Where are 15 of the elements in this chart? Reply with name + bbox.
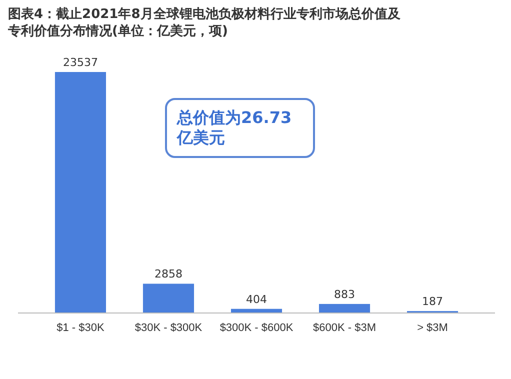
bar	[142, 284, 194, 313]
data-label: 2858	[154, 268, 182, 281]
data-label: 883	[334, 288, 356, 301]
bar	[318, 304, 370, 313]
annotation: 总价值为26.73亿美元	[165, 98, 315, 158]
data-label: 23537	[62, 56, 98, 69]
chart-title: 图表4：截止2021年8月全球锂电池负极材料行业专利市场总价值及专利价值分布情况(单位：亿美元，项)	[8, 6, 402, 40]
bar	[54, 72, 106, 313]
x-tick-label: > $3M	[417, 322, 448, 334]
x-tick-label: $30K - $300K	[134, 322, 203, 334]
data-label: 187	[422, 295, 444, 308]
x-tick-label: $600K - $3M	[313, 322, 376, 334]
data-label: 404	[246, 292, 267, 306]
x-tick-label: $1 - $30K	[56, 322, 105, 334]
x-tick-label: $300K - $600K	[220, 322, 294, 334]
